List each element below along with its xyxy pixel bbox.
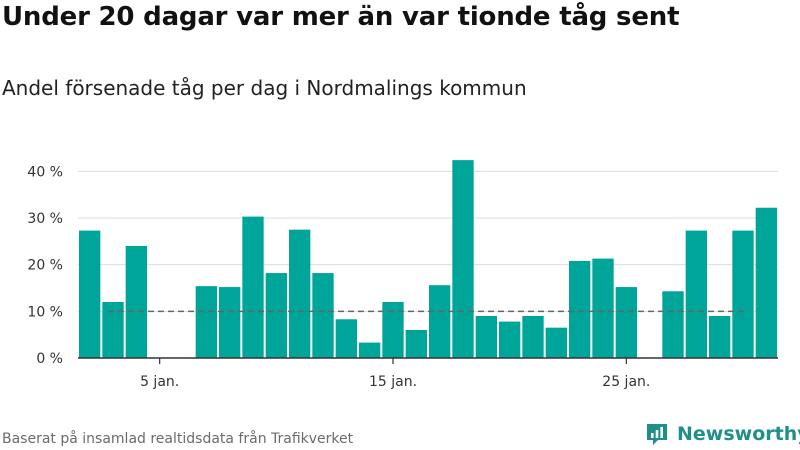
- brand-name: Newsworthy: [677, 423, 800, 445]
- bar: [79, 230, 101, 358]
- brand-logo: Newsworthy: [644, 420, 800, 448]
- bars: [79, 160, 777, 358]
- bar: [685, 230, 707, 358]
- bar: [499, 321, 521, 358]
- chart-title: Under 20 dagar var mer än var tionde tåg…: [2, 2, 680, 32]
- bar: [709, 316, 731, 358]
- bar: [289, 229, 311, 358]
- x-tick-label: 5 jan.: [140, 374, 179, 390]
- gridlines: [78, 170, 778, 312]
- bar: [569, 260, 591, 358]
- bar: [522, 316, 544, 358]
- bar: [242, 216, 264, 358]
- x-tick-label: 15 jan.: [369, 374, 417, 390]
- bar: [102, 302, 124, 358]
- bar-chart: 0 % 10 % 20 % 30 % 40 % 5 jan. 15 jan. 25 jan.: [27, 160, 778, 390]
- bar: [732, 230, 754, 358]
- x-tick-label: 25 jan.: [602, 374, 650, 390]
- bar: [312, 273, 334, 358]
- bar: [359, 342, 381, 358]
- bar: [755, 207, 777, 358]
- y-tick-label: 0 %: [36, 351, 63, 367]
- bar: [219, 287, 241, 358]
- bar: [615, 287, 637, 358]
- source-note: Baserat på insamlad realtidsdata från Tr…: [2, 431, 354, 447]
- axes: 0 % 10 % 20 % 30 % 40 % 5 jan. 15 jan. 25 jan.: [27, 164, 778, 390]
- y-tick-label: 40 %: [27, 164, 63, 180]
- bar: [382, 302, 404, 358]
- bar: [475, 316, 497, 358]
- bar: [195, 286, 217, 358]
- bar: [335, 319, 357, 358]
- y-tick-label: 10 %: [27, 304, 63, 320]
- chart-subtitle: Andel försenade tåg per dag i Nordmaling…: [2, 76, 527, 100]
- bar: [429, 285, 451, 358]
- bar: [265, 273, 287, 358]
- bar: [405, 330, 427, 358]
- bar: [452, 160, 474, 358]
- bar: [545, 327, 567, 358]
- bar: [592, 258, 614, 358]
- bar: [125, 246, 147, 358]
- y-tick-label: 30 %: [27, 211, 63, 227]
- bar: [662, 291, 684, 358]
- bar-chart-badge-icon: [647, 424, 667, 445]
- y-tick-label: 20 %: [27, 258, 63, 274]
